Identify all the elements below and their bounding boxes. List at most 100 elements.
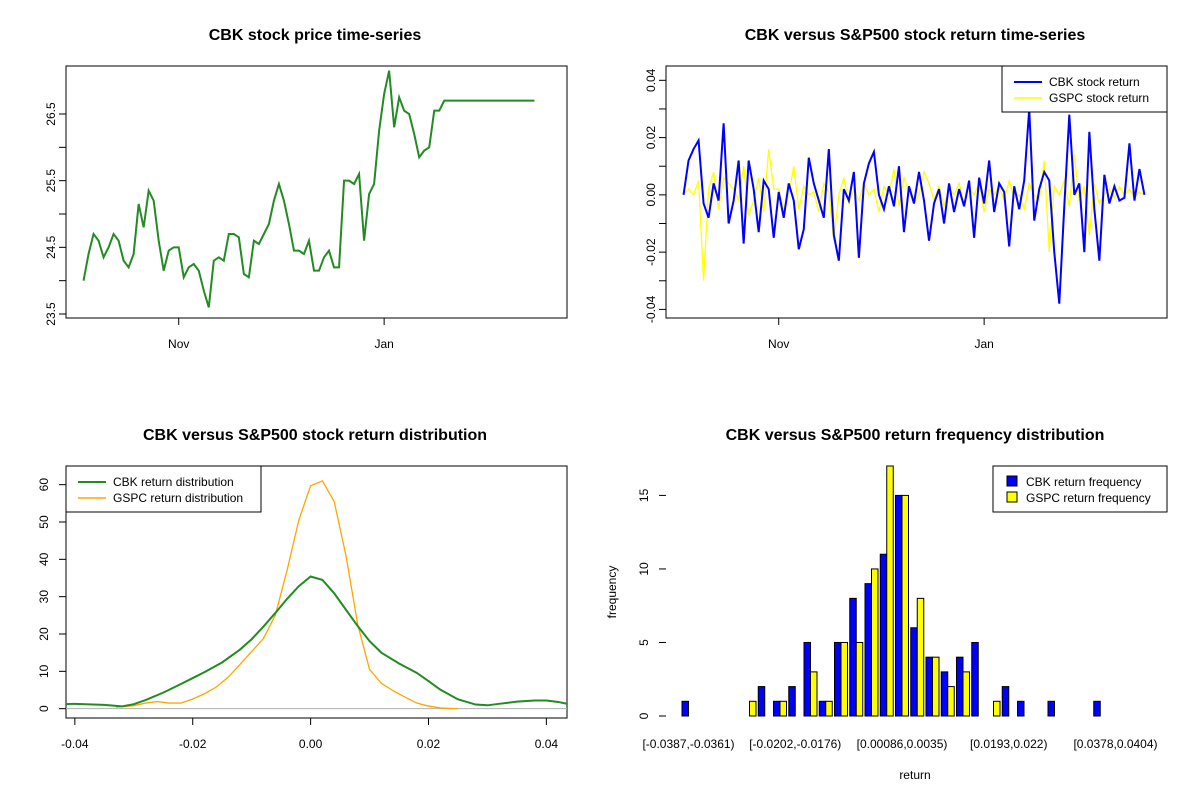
return-y-tick-label: -0.02 [644, 238, 658, 266]
cbk-frequency-bar [1001, 686, 1010, 717]
hist-legend-label-cbk: CBK return frequency [1026, 475, 1141, 489]
hist-y-tick-label: 10 [637, 562, 651, 576]
density-y-tick-label: 20 [37, 627, 51, 641]
density-y-tick-label: 40 [37, 552, 51, 566]
hist-legend-label-gspc: GSPC return frequency [1026, 491, 1151, 505]
density-y-tick-label: 0 [37, 705, 51, 712]
return-legend: CBK stock return GSPC stock return [1001, 65, 1168, 113]
gspc-density-line [116, 480, 458, 710]
price-x-tick-label: Nov [168, 337, 189, 351]
hist-x-tick-label: [-0.0387,-0.0361) [642, 737, 734, 751]
gspc-frequency-bar [947, 686, 955, 717]
return-x-tick-label: Jan [974, 337, 993, 351]
price-x-tick-label: Jan [374, 337, 393, 351]
return-x-tick-label: Nov [768, 337, 789, 351]
hist-x-tick-label: [0.00086,0.0035) [857, 737, 948, 751]
price-y-tick-label: 25.5 [44, 169, 58, 193]
cbk-frequency-bar [956, 656, 964, 717]
cbk-frequency-bar [757, 686, 766, 717]
density-y-tick-label: 10 [37, 664, 51, 678]
density-chart-panel: CBK versus S&P500 stock return distribut… [37, 427, 568, 751]
cbk-frequency-bar [834, 641, 842, 717]
gspc-frequency-bar [932, 656, 940, 717]
density-x-tick-label: -0.02 [179, 737, 207, 751]
gspc-return-line [683, 148, 1145, 281]
cbk-frequency-bar [681, 700, 689, 717]
density-x-tick-label: -0.04 [61, 737, 89, 751]
gspc-frequency-bar [962, 671, 970, 717]
density-chart-title: CBK versus S&P500 stock return distribut… [143, 427, 487, 444]
hist-legend: CBK return frequency GSPC return frequenc… [992, 465, 1168, 513]
return-legend-label-gspc: GSPC stock return [1049, 91, 1149, 105]
cbk-frequency-bar [895, 494, 903, 717]
density-chart-frame [65, 465, 568, 719]
cbk-frequency-bar [1093, 700, 1101, 717]
cbk-frequency-bar [971, 641, 979, 717]
cbk-frequency-bar [818, 700, 827, 717]
gspc-frequency-bar [886, 465, 894, 717]
cbk-frequency-bar [803, 641, 811, 717]
cbk-frequency-bar [788, 686, 796, 717]
hist-x-tick-label: [0.0378,0.0404) [1073, 737, 1157, 751]
density-x-tick-label: 0.00 [299, 737, 323, 751]
hist-y-tick-label: 0 [637, 712, 651, 719]
hist-legend-swatch-cbk [1006, 475, 1018, 487]
cbk-frequency-bar [864, 583, 872, 717]
cbk-frequency-bar [910, 627, 918, 717]
hist-y-tick-label: 5 [637, 639, 651, 646]
histogram-panel: CBK versus S&P500 return frequency distr… [605, 427, 1168, 782]
return-legend-box [1001, 65, 1168, 113]
gspc-frequency-bar [993, 700, 1001, 717]
cbk-frequency-bar [879, 553, 888, 717]
hist-legend-swatch-gspc [1006, 491, 1018, 503]
cbk-frequency-bar [925, 656, 933, 717]
price-chart-frame [65, 65, 568, 319]
cbk-frequency-bar [1017, 700, 1025, 717]
return-series-panel: CBK versus S&P500 stock return time-seri… [644, 27, 1168, 351]
gspc-frequency-bar [749, 700, 757, 717]
return-y-tick-label: 0.02 [644, 126, 658, 150]
hist-x-tick-label: [0.0193,0.022) [970, 737, 1047, 751]
density-x-tick-label: 0.04 [535, 737, 559, 751]
density-legend-box [65, 465, 262, 513]
return-series-title: CBK versus S&P500 stock return time-seri… [745, 27, 1086, 44]
histogram-xlabel: return [899, 768, 930, 782]
price-chart-panel: CBK stock price time-series 23.5 24.5 25.5… [44, 27, 568, 351]
cbk-frequency-bar [940, 671, 949, 717]
price-y-tick-label: 26.5 [44, 102, 58, 126]
price-y-tick-label: 23.5 [44, 302, 58, 326]
density-y-tick-label: 50 [37, 515, 51, 529]
density-legend-label-gspc: GSPC return distribution [113, 491, 243, 505]
price-y-tick-label: 24.5 [44, 235, 58, 259]
density-legend-label-cbk: CBK return distribution [113, 475, 234, 489]
gspc-frequency-bar [810, 671, 818, 717]
hist-y-tick-label: 15 [637, 488, 651, 502]
return-y-tick-label: 0.00 [644, 183, 658, 207]
histogram-ylabel: frequency [605, 566, 619, 619]
price-chart-title: CBK stock price time-series [209, 27, 422, 44]
return-y-tick-label: 0.04 [644, 68, 658, 92]
return-series-frame [665, 65, 1168, 319]
cbk-density-line [66, 575, 567, 708]
density-y-tick-label: 30 [37, 590, 51, 604]
gspc-frequency-bar [916, 597, 925, 717]
hist-x-tick-label: [-0.0202,-0.0176) [749, 737, 841, 751]
gspc-frequency-bar [779, 700, 787, 717]
cbk-frequency-bar [1047, 700, 1055, 717]
cbk-frequency-bar [773, 700, 781, 717]
return-y-tick-label: -0.04 [644, 295, 658, 323]
gspc-frequency-bar [840, 641, 848, 717]
gspc-frequency-bar [855, 641, 864, 717]
gspc-frequency-bar [871, 568, 879, 717]
density-legend: CBK return distribution GSPC return distr… [65, 465, 262, 513]
hist-legend-box [992, 465, 1168, 513]
price-series-line [82, 70, 535, 308]
cbk-return-line [682, 108, 1146, 304]
histogram-title: CBK versus S&P500 return frequency distr… [726, 427, 1105, 444]
gspc-frequency-bar [901, 494, 909, 717]
gspc-frequency-bar [825, 700, 833, 717]
density-y-tick-label: 60 [37, 478, 51, 492]
density-x-tick-label: 0.02 [417, 737, 441, 751]
cbk-frequency-bar [849, 597, 857, 717]
